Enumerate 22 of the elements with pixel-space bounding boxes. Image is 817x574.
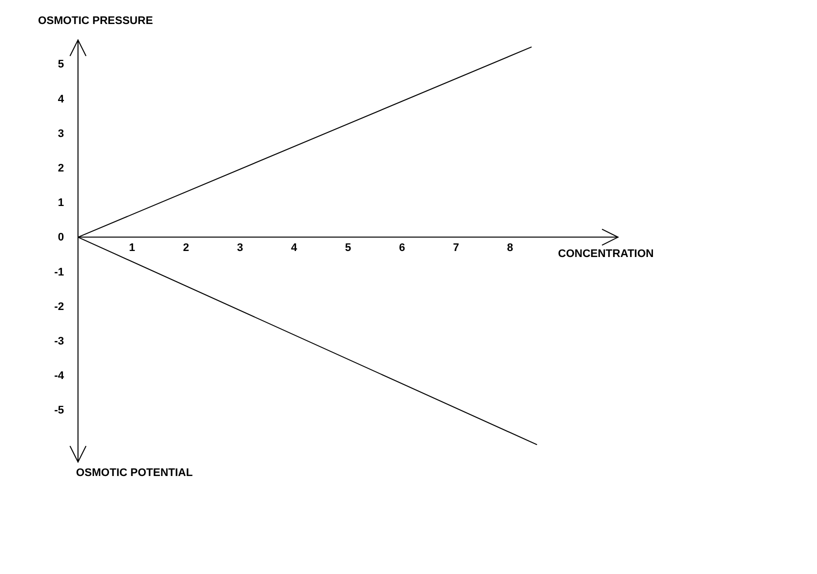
x-tick-label: 1 xyxy=(128,242,136,254)
y-tick-label: -1 xyxy=(54,266,64,278)
x-tick-label: 7 xyxy=(452,242,460,254)
y-tick-label: 2 xyxy=(58,162,64,175)
text: OSMOTIC POTENTIAL xyxy=(76,467,193,479)
y-tick-label: -5 xyxy=(54,404,64,417)
x-axis-title: CONCENTRATION xyxy=(558,248,654,260)
x-tick-label: 2 xyxy=(182,242,190,254)
y-tick-label: -3 xyxy=(54,335,64,348)
y-tick-label: 4 xyxy=(58,93,65,106)
x-tick-label: 8 xyxy=(506,242,514,254)
x-tick-label: 3 xyxy=(236,242,244,254)
x-tick-label: 4 xyxy=(290,242,298,254)
y-tick-label: -2 xyxy=(54,300,64,313)
y-tick-label: 5 xyxy=(58,58,64,71)
x-tick-label: 5 xyxy=(344,242,352,254)
y-tick-label: 3 xyxy=(58,128,64,140)
y-tick-label: -4 xyxy=(54,370,65,382)
y-tick-label: 0 xyxy=(58,232,64,244)
x-tick-label: 6 xyxy=(398,242,406,254)
y-tick-label: 1 xyxy=(58,197,64,210)
y-axis-title: OSMOTIC PRESSURE xyxy=(38,15,153,27)
